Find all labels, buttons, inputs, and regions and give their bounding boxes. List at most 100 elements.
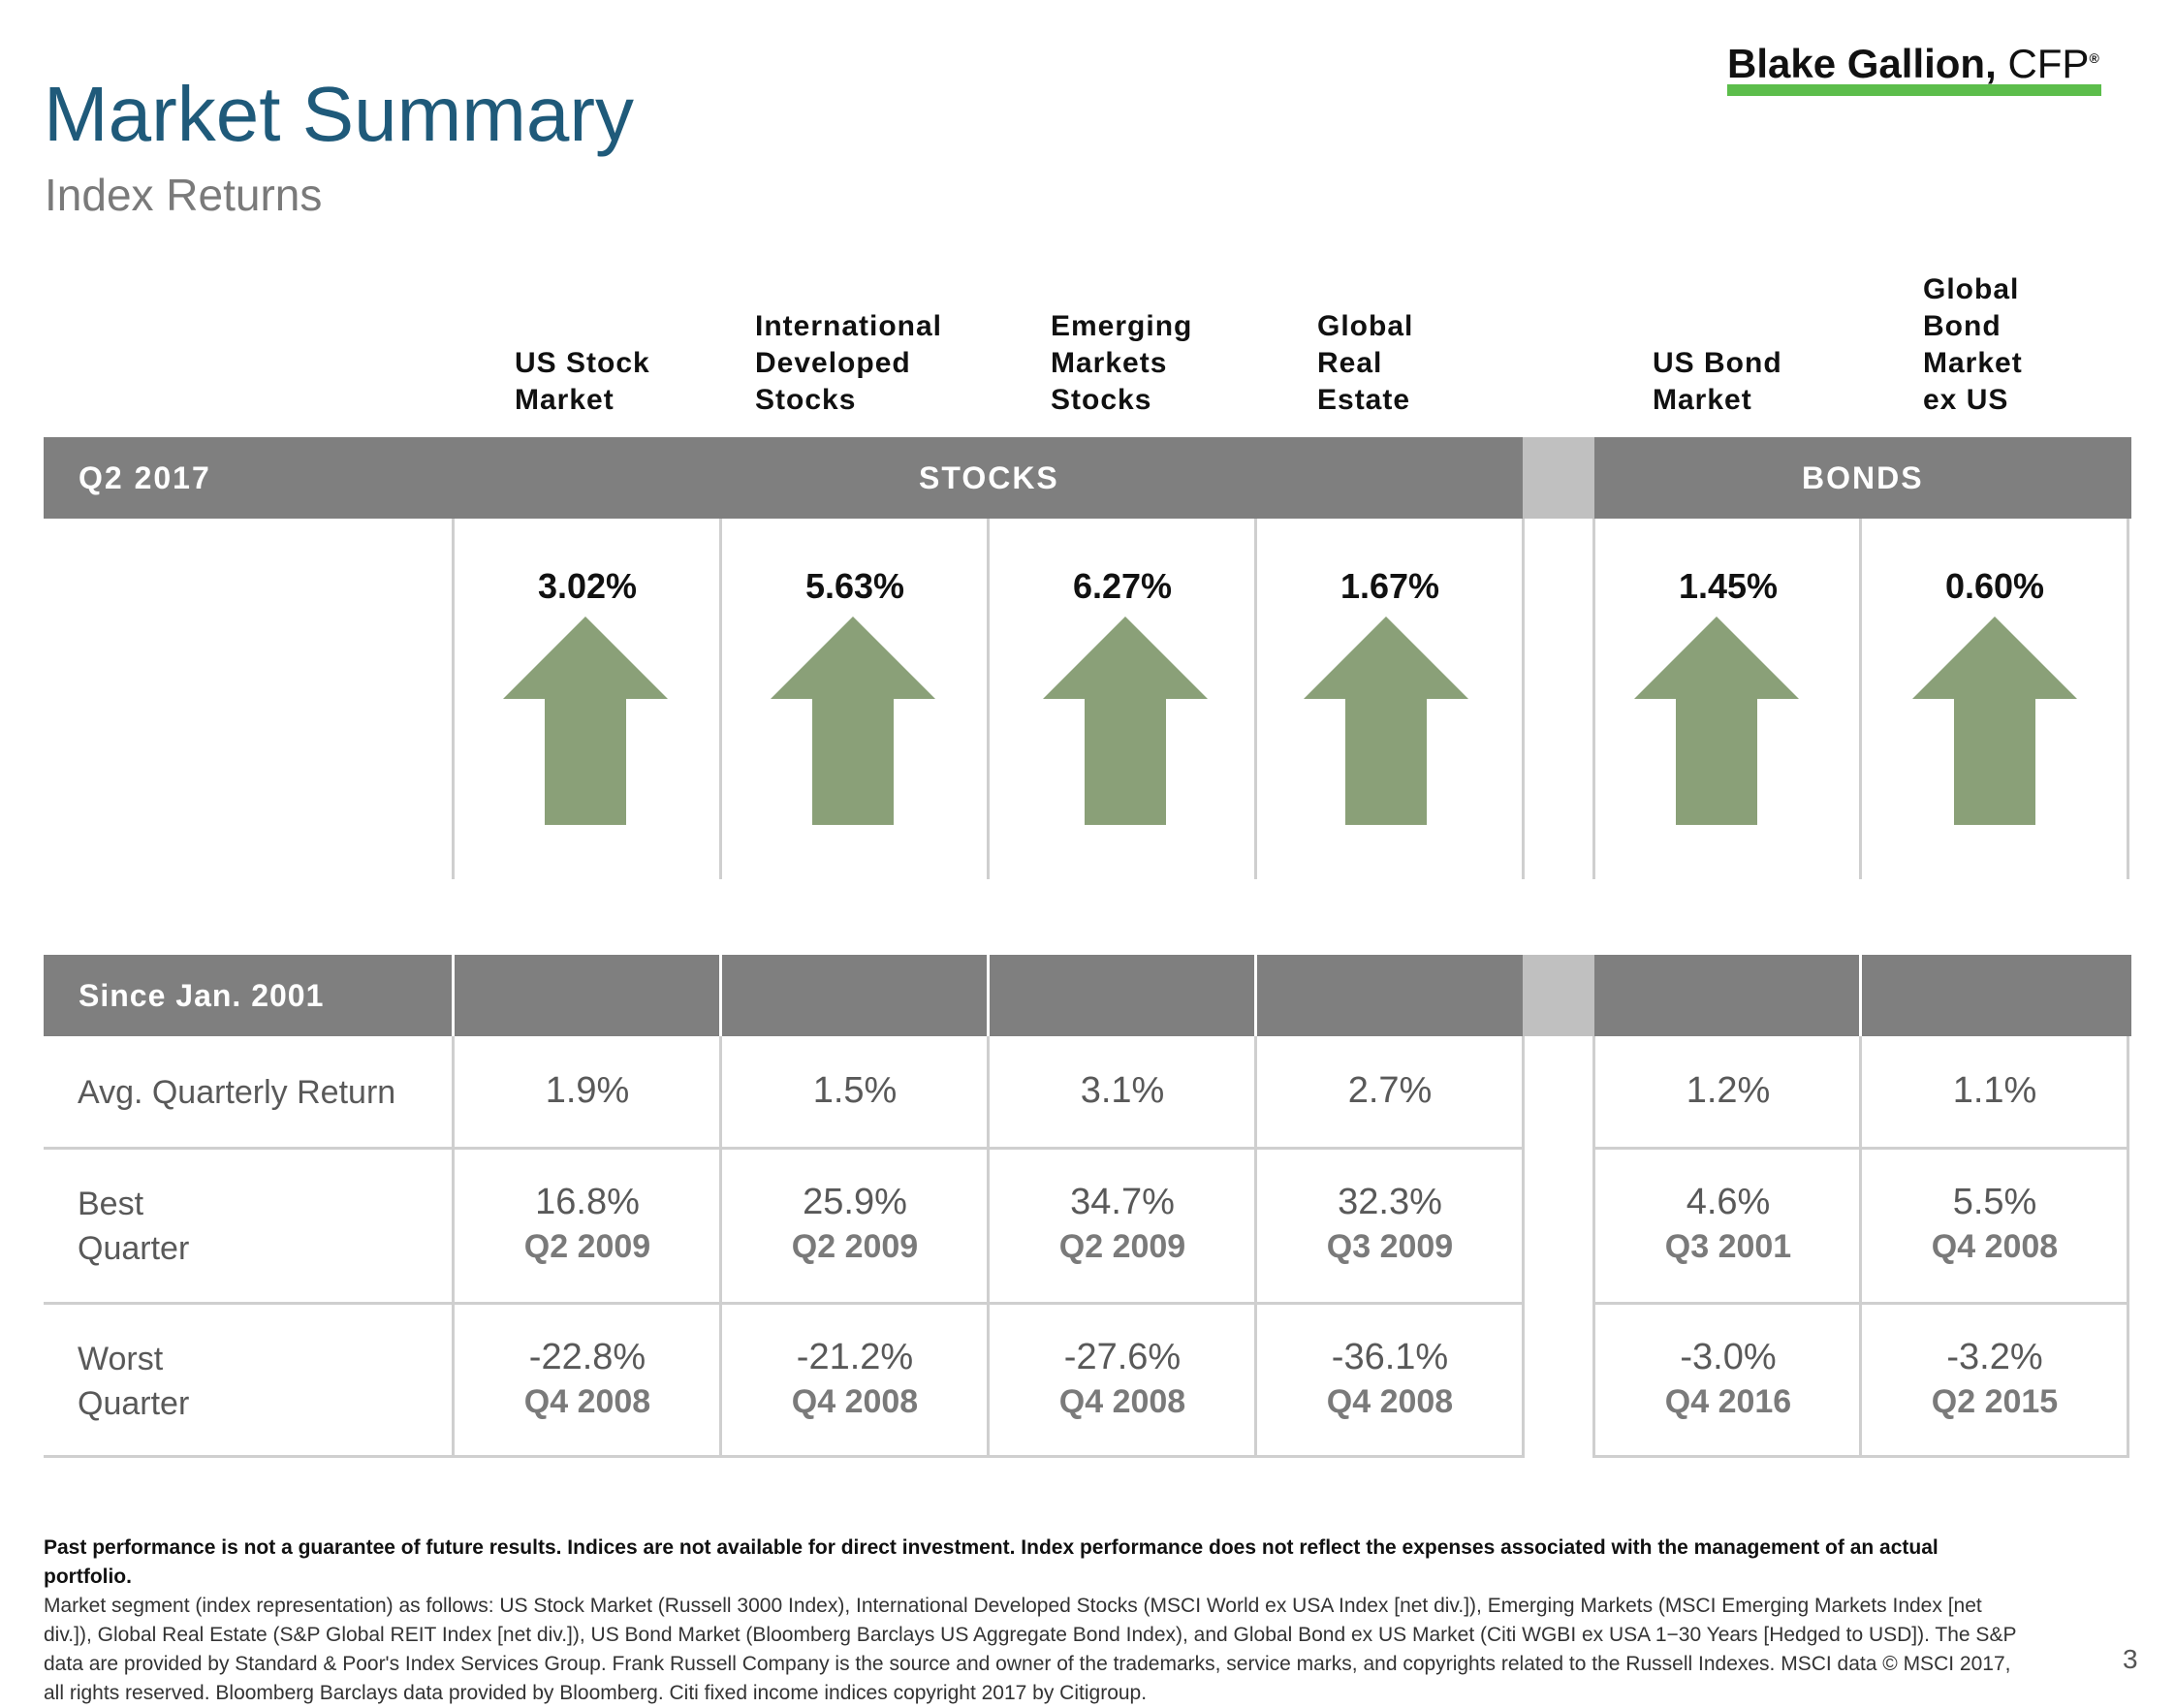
- best-quarter-emerging-markets: Q2 2009: [1058, 1228, 1186, 1265]
- brand-registered-mark: ®: [2089, 50, 2099, 66]
- up-arrow-icon: [1304, 617, 1468, 825]
- avg-global-real-estate: 2.7%: [1347, 1070, 1433, 1111]
- worst-quarter-global-real-estate: Q4 2008: [1326, 1383, 1454, 1420]
- stocks-group-label: STOCKS: [919, 460, 1059, 495]
- q2-return-us-bond: 1.45%: [1678, 566, 1779, 606]
- avg-emerging-markets: 3.1%: [1080, 1070, 1165, 1111]
- row-divider: [1592, 1455, 2129, 1458]
- bonds-period-bar: BONDS: [1594, 437, 2131, 519]
- worst-quarter-us-stock: Q4 2008: [523, 1383, 651, 1420]
- row-divider: [44, 1147, 1525, 1150]
- brand-name-text: Blake Gallion,: [1727, 41, 1997, 86]
- brand-suffix: CFP: [2007, 41, 2090, 86]
- worst-value-us-stock: -22.8%: [528, 1337, 646, 1377]
- best-quarter-us-bond: Q3 2001: [1664, 1228, 1792, 1265]
- q2-return-global-bond: 0.60%: [1944, 566, 2045, 606]
- bar-divider: [987, 955, 990, 1036]
- since-label: Since Jan. 2001: [79, 978, 325, 1013]
- up-arrow-icon: [1043, 617, 1208, 825]
- column-divider: [987, 519, 990, 879]
- disclaimer-footnote: Past performance is not a guarantee of f…: [44, 1534, 2021, 1708]
- brand-name: Blake Gallion, CFP®: [1727, 41, 2099, 86]
- up-arrow-icon: [771, 617, 935, 825]
- column-header-global-bond: Global Bond Market ex US: [1923, 273, 2023, 416]
- worst-value-us-bond: -3.0%: [1680, 1337, 1777, 1377]
- q2-return-us-stock: 3.02%: [537, 566, 638, 606]
- worst-quarter-us-bond: Q4 2016: [1664, 1383, 1792, 1420]
- worst-value-global-bond: -3.2%: [1946, 1337, 2043, 1377]
- worst-quarter-global-bond: Q2 2015: [1931, 1383, 2059, 1420]
- column-divider: [1592, 519, 1595, 879]
- bar-divider: [452, 955, 455, 1036]
- column-divider: [2127, 1036, 2129, 1457]
- best-quarter-global-real-estate: Q3 2009: [1326, 1228, 1454, 1265]
- group-separator: [1523, 437, 1594, 519]
- row-label-worst: Worst Quarter: [78, 1341, 190, 1422]
- page-number: 3: [2123, 1644, 2138, 1674]
- avg-intl-developed: 1.5%: [812, 1070, 898, 1111]
- row-divider: [1592, 1302, 2129, 1305]
- column-header-us-bond: US Bond Market: [1653, 347, 1782, 416]
- since-bar: Since Jan. 2001: [44, 955, 1523, 1036]
- column-divider: [1859, 1036, 1862, 1457]
- column-divider: [1254, 519, 1257, 879]
- q2-return-intl-developed: 5.63%: [804, 566, 905, 606]
- column-divider: [1522, 519, 1525, 879]
- column-divider: [452, 519, 455, 879]
- row-divider: [1592, 1147, 2129, 1150]
- avg-us-bond: 1.2%: [1686, 1070, 1771, 1111]
- best-quarter-intl-developed: Q2 2009: [791, 1228, 919, 1265]
- up-arrow-icon: [1912, 617, 2077, 825]
- best-quarter-global-bond: Q4 2008: [1931, 1228, 2059, 1265]
- up-arrow-icon: [1634, 617, 1799, 825]
- column-divider: [1592, 1036, 1595, 1457]
- disclaimer-bold: Past performance is not a guarantee of f…: [44, 1536, 1939, 1588]
- group-separator: [1523, 955, 1594, 1036]
- worst-quarter-emerging-markets: Q4 2008: [1058, 1383, 1186, 1420]
- column-divider: [987, 1036, 990, 1457]
- column-divider: [1522, 1036, 1525, 1457]
- worst-value-global-real-estate: -36.1%: [1331, 1337, 1449, 1377]
- row-divider: [44, 1302, 1525, 1305]
- best-value-intl-developed: 25.9%: [803, 1182, 907, 1222]
- row-label-best: Best Quarter: [78, 1186, 190, 1267]
- q2-return-emerging-markets: 6.27%: [1072, 566, 1173, 606]
- bar-divider: [1859, 955, 1862, 1036]
- q2-return-global-real-estate: 1.67%: [1340, 566, 1440, 606]
- page-subtitle: Index Returns: [45, 170, 323, 220]
- bonds-group-label: BONDS: [1802, 460, 1924, 495]
- stocks-period-bar: Q2 2017 STOCKS: [44, 437, 1523, 519]
- best-value-global-bond: 5.5%: [1952, 1182, 2037, 1222]
- row-label-avg: Avg. Quarterly Return: [78, 1074, 396, 1111]
- column-header-intl-developed: International Developed Stocks: [755, 310, 943, 416]
- page-title: Market Summary: [44, 71, 634, 157]
- avg-us-stock: 1.9%: [545, 1070, 630, 1111]
- best-value-global-real-estate: 32.3%: [1338, 1182, 1442, 1222]
- disclaimer-text: Market segment (index representation) as…: [44, 1595, 2017, 1704]
- brand-logo: Blake Gallion, CFP®: [1727, 41, 2115, 99]
- worst-quarter-intl-developed: Q4 2008: [791, 1383, 919, 1420]
- best-quarter-us-stock: Q2 2009: [523, 1228, 651, 1265]
- up-arrow-icon: [503, 617, 668, 825]
- best-value-emerging-markets: 34.7%: [1070, 1182, 1175, 1222]
- bar-divider: [719, 955, 722, 1036]
- column-header-emerging-markets: Emerging Markets Stocks: [1051, 310, 1193, 416]
- column-header-us-stock: US Stock Market: [515, 347, 650, 416]
- best-value-us-bond: 4.6%: [1686, 1182, 1771, 1222]
- column-divider: [452, 1036, 455, 1457]
- worst-value-emerging-markets: -27.6%: [1063, 1337, 1182, 1377]
- brand-underline: [1727, 84, 2101, 96]
- column-divider: [719, 519, 722, 879]
- column-divider: [2127, 519, 2129, 879]
- bar-divider: [1254, 955, 1257, 1036]
- period-label: Q2 2017: [79, 460, 211, 495]
- worst-value-intl-developed: -21.2%: [796, 1337, 914, 1377]
- column-divider: [1859, 519, 1862, 879]
- column-header-global-real-estate: Global Real Estate: [1317, 310, 1414, 416]
- since-bar-bonds: [1594, 955, 2131, 1036]
- column-divider: [719, 1036, 722, 1457]
- row-divider: [44, 1455, 1525, 1458]
- best-value-us-stock: 16.8%: [535, 1182, 640, 1222]
- column-divider: [1254, 1036, 1257, 1457]
- avg-global-bond: 1.1%: [1952, 1070, 2037, 1111]
